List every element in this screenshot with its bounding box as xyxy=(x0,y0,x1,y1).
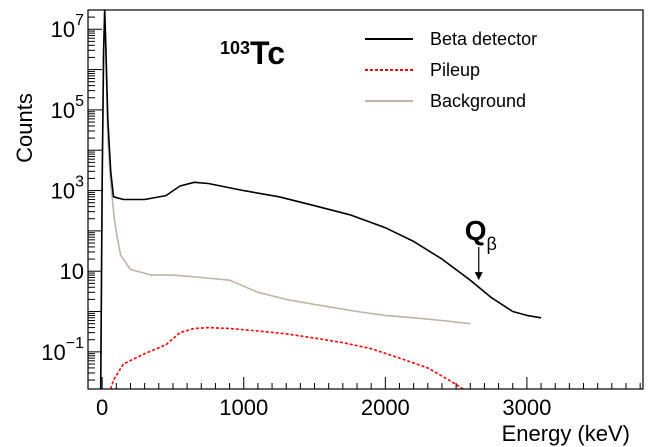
legend-label-background: Background xyxy=(430,91,526,111)
series-beta-detector xyxy=(99,9,542,390)
x-tick-label: 2000 xyxy=(361,395,410,420)
isotope-mass: 103 xyxy=(220,38,250,58)
legend-label-pileup: Pileup xyxy=(430,60,480,80)
svg-text:103Tc: 103Tc xyxy=(220,35,285,71)
ticks-layer: 0 1000 2000 3000 107 105 103 10 10−1 xyxy=(41,9,641,420)
q-beta-label: Qβ xyxy=(465,215,497,254)
y-tick-label: 10−1 xyxy=(41,335,84,365)
series-layer xyxy=(99,9,542,390)
isotope-element: Tc xyxy=(250,35,285,71)
x-tick-label: 3000 xyxy=(502,395,551,420)
q-beta-arrowhead xyxy=(474,272,483,281)
q-beta-annotation: Qβ xyxy=(465,215,497,281)
y-tick-label: 10 xyxy=(60,259,84,284)
y-tick-label: 105 xyxy=(51,93,84,123)
x-tick-label: 0 xyxy=(96,395,108,420)
legend: Beta detector Pileup Background xyxy=(365,29,537,111)
y-axis-title: Counts xyxy=(12,93,37,163)
y-tick-label: 107 xyxy=(51,12,84,42)
series-pileup xyxy=(109,326,464,390)
x-tick-label: 1000 xyxy=(219,395,268,420)
x-axis-title: Energy (keV) xyxy=(502,421,630,446)
y-tick-label: 103 xyxy=(51,174,84,204)
legend-label-beta-detector: Beta detector xyxy=(430,29,537,49)
isotope-label: 103Tc xyxy=(220,35,285,71)
